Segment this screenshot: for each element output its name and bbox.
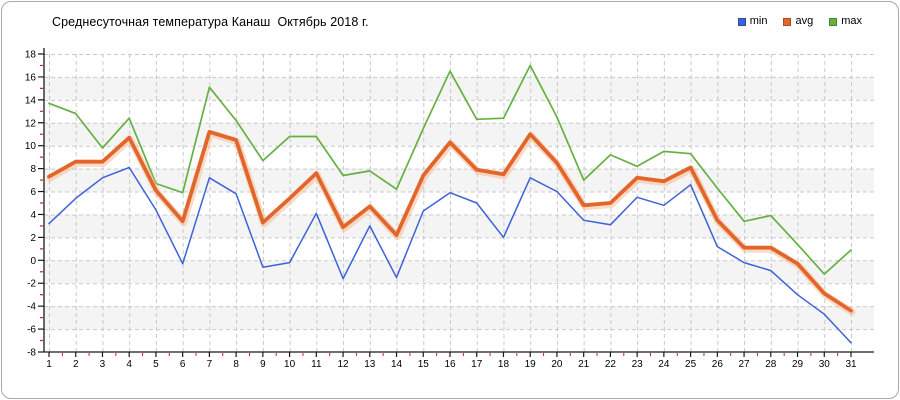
y-axis-label: -6 — [27, 325, 36, 336]
x-axis-label: 11 — [311, 359, 322, 370]
series-line-avg — [47, 129, 853, 313]
x-axis-label: 2 — [73, 359, 79, 370]
legend-label-min: min — [749, 15, 768, 27]
x-axis-label: 19 — [525, 359, 537, 370]
x-axis-label: 13 — [364, 359, 376, 370]
x-axis-label: 18 — [498, 359, 510, 370]
avg-series-swatch-icon — [783, 17, 792, 26]
series-line-max — [48, 64, 852, 275]
x-axis-label: 3 — [100, 359, 106, 370]
legend-item-min: min — [737, 15, 768, 27]
x-axis-label: 20 — [551, 359, 563, 370]
x-axis-label: 9 — [260, 359, 266, 370]
x-axis-label: 16 — [444, 359, 456, 370]
x-axis-label: 28 — [765, 359, 777, 370]
gridlines — [44, 54, 874, 352]
legend: min avg max — [737, 15, 862, 27]
y-axis-label: -4 — [27, 302, 36, 313]
y-axis-label: 2 — [30, 233, 36, 244]
x-axis-label: 22 — [605, 359, 617, 370]
y-axis-label: 8 — [30, 164, 36, 175]
x-axis-label: 31 — [845, 359, 857, 370]
y-axis-label: 0 — [30, 256, 36, 267]
min-series-swatch-icon — [737, 17, 746, 26]
legend-label-avg: avg — [795, 15, 814, 27]
y-axis-label: 4 — [30, 210, 36, 221]
x-axis-label: 29 — [792, 359, 804, 370]
y-axis-label: -8 — [27, 348, 36, 359]
y-axis-label: 6 — [30, 187, 36, 198]
x-axis-labels: 1 2 3 4 5 6 7 8 9 10 11 12 13 14 15 16 17 18 19 20 21 22 23 24 2… — [46, 359, 857, 370]
y-axis-label: 14 — [25, 95, 37, 106]
x-axis-label: 25 — [685, 359, 697, 370]
x-axis-label: 4 — [126, 359, 132, 370]
x-axis-label: 23 — [632, 359, 644, 370]
x-axis-label: 1 — [46, 359, 52, 370]
axis-ticks — [38, 53, 852, 357]
y-axis-label: -2 — [27, 279, 36, 290]
chart-title: Среднесуточная температура Канаш Октябрь… — [52, 15, 369, 29]
x-axis-label: 5 — [153, 359, 159, 370]
legend-label-max: max — [841, 15, 862, 27]
x-axis-label: 15 — [418, 359, 430, 370]
x-axis-label: 30 — [819, 359, 831, 370]
x-axis-label: 6 — [180, 359, 186, 370]
legend-item-max: max — [829, 16, 862, 27]
x-axis-label: 26 — [712, 359, 724, 370]
x-axis-label: 21 — [578, 359, 590, 370]
x-axis-label: 14 — [391, 359, 403, 370]
x-axis-label: 10 — [284, 359, 296, 370]
x-axis-label: 12 — [338, 359, 350, 370]
y-axis-label: 10 — [25, 141, 37, 152]
x-axis-label: 8 — [233, 359, 239, 370]
legend-item-avg: avg — [783, 16, 813, 27]
x-axis-label: 27 — [739, 359, 751, 370]
x-axis-label: 24 — [658, 359, 670, 370]
x-axis-label: 17 — [471, 359, 483, 370]
series-line-min — [48, 166, 852, 344]
y-axis-label: 18 — [25, 50, 37, 61]
y-axis-label: 12 — [25, 118, 37, 129]
y-axis-labels: 18 16 14 12 10 8 6 4 2 0 -2 -4 -6 -8 — [25, 50, 37, 359]
y-axis-label: 16 — [25, 72, 37, 83]
max-series-swatch-icon — [829, 17, 838, 26]
x-axis-label: 7 — [207, 359, 213, 370]
